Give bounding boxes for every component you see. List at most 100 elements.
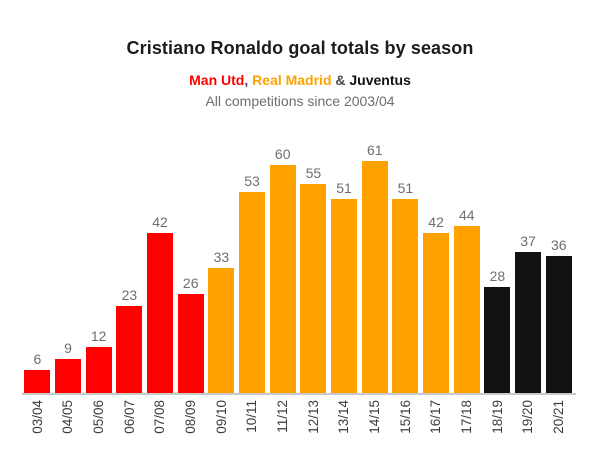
- x-tick-cell: 14/15: [359, 395, 390, 447]
- chart-subtitle: Man Utd, Real Madrid & Juventus: [0, 72, 600, 88]
- bar: [300, 184, 327, 393]
- bar-group: 33: [206, 250, 237, 393]
- bar-value-label: 9: [64, 340, 72, 356]
- bar-value-label: 28: [489, 268, 506, 284]
- x-tick-cell: 13/14: [329, 395, 360, 447]
- subtitle-separator-ampersand: &: [331, 72, 350, 88]
- bar-value-label: 60: [274, 146, 291, 162]
- x-tick-cell: 10/11: [237, 395, 268, 447]
- bar: [484, 287, 511, 393]
- x-tick-label: 10/11: [244, 400, 260, 433]
- bar-group: 6: [22, 352, 53, 393]
- bar-value-label: 42: [428, 214, 444, 230]
- bar: [116, 306, 143, 393]
- x-tick-label: 04/05: [60, 400, 76, 434]
- x-tick-label: 07/08: [152, 400, 168, 434]
- bar: [55, 359, 81, 393]
- bar-value-label: 44: [458, 207, 475, 223]
- x-tick-cell: 20/21: [543, 395, 574, 447]
- bar: [85, 347, 112, 393]
- x-tick-label: 13/14: [336, 400, 352, 434]
- subtitle-man-utd: Man Utd: [189, 72, 245, 88]
- bar-group: 53: [237, 174, 268, 393]
- subtitle-real-madrid: Real Madrid: [252, 72, 332, 88]
- x-tick-cell: 18/19: [482, 395, 513, 447]
- x-tick-cell: 06/07: [114, 395, 145, 447]
- bar-group: 42: [145, 215, 176, 393]
- bar-group: 26: [175, 276, 206, 393]
- bar-value-label: 26: [182, 275, 199, 291]
- subtitle-juventus: Juventus: [349, 72, 411, 88]
- bar-value-label: 6: [33, 351, 42, 367]
- bar: [177, 294, 204, 393]
- bar: [208, 268, 235, 393]
- x-tick-label: 17/18: [458, 400, 474, 434]
- chart-header: Cristiano Ronaldo goal totals by season …: [0, 38, 600, 109]
- x-tick-cell: 09/10: [206, 395, 237, 447]
- bar-group: 44: [451, 208, 482, 393]
- x-tick-label: 06/07: [121, 400, 137, 434]
- x-tick-label: 08/09: [182, 400, 198, 434]
- bar-value-label: 53: [244, 173, 260, 189]
- x-tick-cell: 15/16: [390, 395, 421, 447]
- bar: [147, 233, 174, 393]
- bar-value-label: 37: [520, 233, 536, 249]
- x-tick-cell: 04/05: [53, 395, 84, 447]
- bar: [269, 165, 296, 393]
- x-tick-cell: 19/20: [513, 395, 544, 447]
- x-tick-cell: 03/04: [22, 395, 53, 447]
- x-tick-label: 12/13: [305, 400, 321, 434]
- bar-group: 36: [543, 238, 574, 393]
- x-axis-line: [22, 393, 576, 395]
- bar-group: 51: [390, 181, 421, 393]
- bar-group: 28: [482, 269, 513, 393]
- bar: [515, 252, 542, 393]
- x-tick-cell: 17/18: [451, 395, 482, 447]
- bar-value-label: 42: [152, 214, 168, 230]
- bar-group: 37: [513, 234, 544, 393]
- bar: [423, 233, 450, 393]
- bar-group: 61: [359, 143, 390, 393]
- subtitle-separator-comma: ,: [244, 72, 253, 88]
- chart-note: All competitions since 2003/04: [205, 93, 395, 109]
- x-tick-label: 16/17: [428, 400, 444, 434]
- x-tick-label: 19/20: [520, 400, 536, 434]
- x-tick-cell: 07/08: [145, 395, 176, 447]
- x-tick-label: 14/15: [366, 400, 382, 434]
- bar: [392, 199, 419, 393]
- x-tick-label: 18/19: [489, 400, 505, 434]
- bar: [24, 370, 51, 393]
- x-tick-label: 20/21: [551, 400, 566, 434]
- bar: [361, 161, 388, 393]
- x-tick-label: 15/16: [397, 400, 413, 434]
- bar-group: 55: [298, 166, 329, 393]
- bar-value-label: 36: [550, 237, 567, 253]
- bar-value-label: 23: [121, 287, 138, 303]
- x-tick-label: 05/06: [90, 400, 106, 434]
- x-tick-cell: 12/13: [298, 395, 329, 447]
- bar-chart: 6 9 12 23 42 26 33 53 60 55 51 61 51 42 44 28 37 36 03/04…: [22, 110, 576, 447]
- bar-value-label: 51: [397, 180, 414, 196]
- bar: [545, 256, 572, 393]
- chart-title: Cristiano Ronaldo goal totals by season: [126, 38, 474, 58]
- bar: [453, 226, 480, 393]
- bar-value-label: 51: [336, 180, 352, 196]
- bar-value-label: 61: [366, 142, 383, 158]
- bar: [239, 192, 266, 393]
- bar-group: 60: [267, 147, 298, 393]
- x-tick-label: 11/12: [274, 400, 290, 433]
- bar-group: 23: [114, 288, 145, 393]
- bar-group: 51: [329, 181, 360, 393]
- x-tick-label: 03/04: [29, 400, 45, 434]
- x-tick-cell: 05/06: [83, 395, 114, 447]
- bar: [331, 199, 358, 393]
- bar-group: 42: [421, 215, 452, 393]
- x-tick-cell: 16/17: [421, 395, 452, 447]
- x-tick-cell: 11/12: [267, 395, 298, 447]
- bar-value-label: 12: [90, 328, 107, 344]
- x-tick-label: 09/10: [213, 400, 229, 434]
- bars-plot-area: 6 9 12 23 42 26 33 53 60 55 51 61 51 42 44 28 37 36: [22, 110, 574, 393]
- bar-group: 12: [83, 329, 114, 393]
- bar-value-label: 55: [305, 165, 322, 181]
